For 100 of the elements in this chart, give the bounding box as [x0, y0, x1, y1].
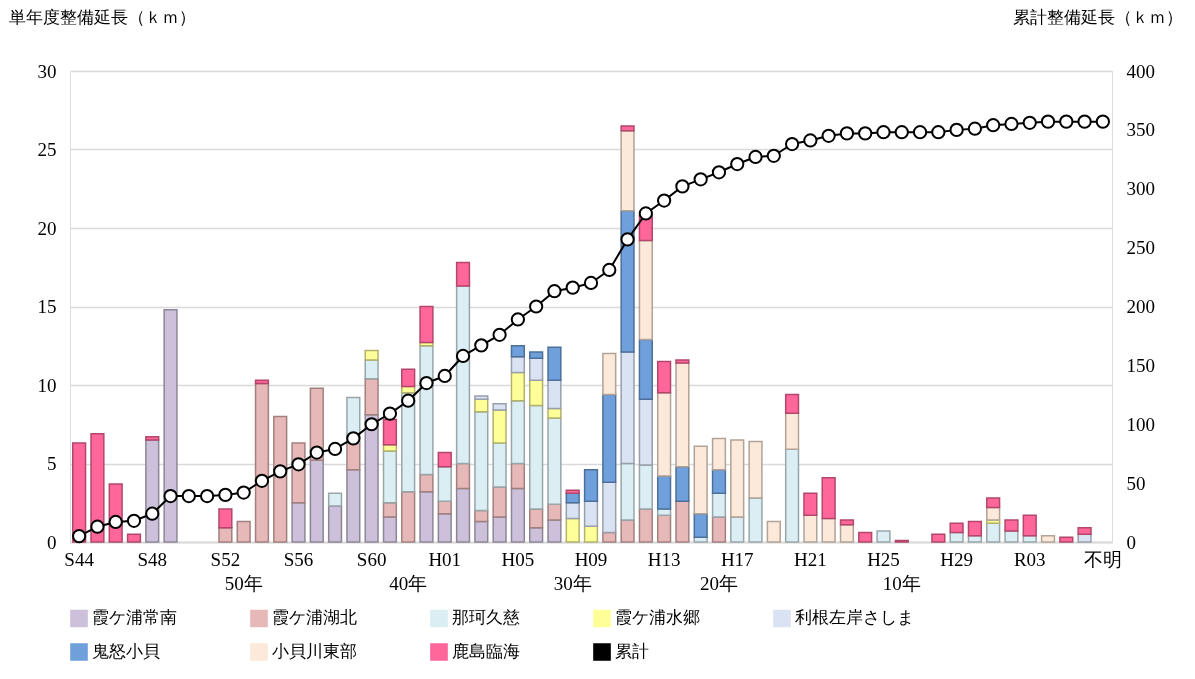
x-tick-label: 10年 — [882, 572, 921, 594]
point — [126, 513, 142, 528]
y2-tick-label: 300 — [1126, 178, 1155, 200]
bar — [986, 522, 1001, 543]
y-axis-title: 単年度整備延長（ｋｍ） — [8, 7, 196, 27]
point — [912, 125, 928, 140]
point — [1077, 114, 1092, 129]
bar — [967, 534, 983, 543]
point — [839, 126, 855, 141]
point — [602, 262, 617, 278]
x-tick-label: S48 — [137, 548, 168, 570]
bar — [437, 451, 452, 468]
bar — [364, 414, 379, 543]
bar — [967, 520, 983, 537]
bar — [1022, 514, 1037, 537]
y-tick-label: 10 — [37, 374, 57, 396]
bar — [986, 506, 1001, 521]
point — [1040, 114, 1056, 129]
bar — [711, 437, 727, 471]
bar — [602, 352, 617, 396]
bar — [675, 362, 690, 468]
bar — [492, 516, 507, 543]
point — [583, 275, 599, 291]
bar — [510, 462, 526, 490]
bar — [254, 382, 270, 543]
bar — [1077, 527, 1092, 535]
x-tick-label: S56 — [283, 548, 314, 570]
bar — [529, 357, 544, 382]
point — [858, 126, 873, 141]
bar — [510, 399, 526, 465]
bar — [529, 379, 544, 407]
point — [236, 485, 251, 500]
y-tick-label: 20 — [37, 217, 57, 239]
x-tick-label: H09 — [574, 548, 608, 570]
x-tick-label: H17 — [720, 548, 754, 570]
bar — [510, 345, 526, 358]
bar — [327, 505, 343, 543]
point — [693, 172, 708, 187]
bar — [638, 508, 653, 543]
point — [72, 529, 87, 544]
bar — [620, 129, 635, 212]
bar — [766, 520, 781, 543]
bar — [949, 522, 964, 534]
bar — [419, 473, 434, 493]
bar — [730, 516, 745, 543]
point — [309, 445, 324, 460]
bar — [419, 341, 434, 347]
point — [748, 149, 763, 165]
bar — [675, 500, 690, 543]
bar — [1004, 530, 1019, 543]
point — [1022, 115, 1037, 130]
point — [821, 128, 836, 143]
bar — [364, 377, 379, 416]
bar — [547, 346, 562, 382]
y2-tick-label: 150 — [1126, 354, 1155, 376]
bar — [218, 527, 233, 543]
x-tick-label: S52 — [210, 548, 241, 570]
bar — [583, 469, 599, 502]
bar — [437, 512, 452, 543]
x-tick-label: R03 — [1013, 548, 1046, 570]
point — [346, 431, 361, 446]
bar — [711, 469, 727, 495]
x-tick-label: H01 — [428, 548, 462, 570]
bar — [583, 525, 599, 543]
point — [876, 125, 891, 140]
y-tick-label: 15 — [37, 296, 57, 317]
bar — [620, 209, 635, 353]
bar — [876, 530, 891, 543]
bar — [949, 531, 964, 543]
point — [254, 473, 270, 488]
point — [894, 125, 909, 140]
point — [218, 487, 233, 503]
y-tick-label: 0 — [47, 531, 57, 553]
x-tick-label: 30年 — [553, 572, 592, 594]
x-tick-label: H13 — [647, 548, 681, 570]
bar — [437, 465, 452, 502]
x-tick-label: S60 — [356, 548, 387, 570]
bar — [748, 440, 763, 499]
bar — [510, 355, 526, 374]
x-tick-label: H29 — [940, 548, 973, 570]
legend-label: 霞ケ浦常南 — [92, 608, 177, 628]
legend-label: 小貝川東部 — [272, 642, 357, 661]
bar — [492, 403, 507, 411]
y2-tick-label: 400 — [1126, 60, 1155, 82]
bar — [218, 508, 233, 529]
bar — [656, 475, 672, 510]
legend-label: 鹿島臨海 — [452, 642, 520, 661]
bar — [784, 448, 800, 543]
bar — [711, 492, 727, 518]
bar — [656, 360, 672, 394]
bar — [602, 481, 617, 534]
y2-tick-label: 100 — [1126, 413, 1155, 435]
bar — [382, 516, 398, 543]
point — [675, 179, 690, 194]
bar — [803, 514, 818, 543]
legend-label: 利根左岸さしま — [795, 608, 914, 628]
bar — [492, 486, 507, 518]
bar — [401, 368, 416, 388]
bar — [455, 487, 471, 543]
bar — [748, 497, 763, 543]
